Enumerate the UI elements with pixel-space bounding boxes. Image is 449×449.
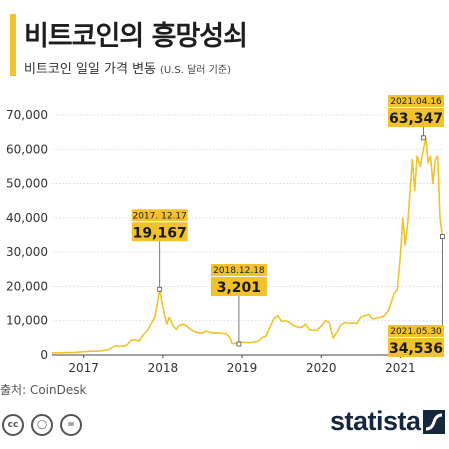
annotation-date-box (210, 264, 267, 277)
source-note: 출처: CoinDesk (0, 383, 87, 397)
annotation-marker (157, 286, 163, 292)
y-tick-label: 20,000 (6, 279, 48, 293)
annotation-value-box (131, 222, 188, 242)
annotation-value: 63,347 (389, 111, 443, 127)
annotation-marker (236, 341, 242, 347)
annotation-marker (440, 234, 445, 239)
annotation-value: 3,201 (217, 280, 261, 296)
annotation-value-box (388, 108, 444, 127)
x-tick-label: 2017 (68, 361, 99, 375)
annotation-date: 2017. 12.17 (132, 211, 186, 221)
no-derivatives-icon[interactable]: = (60, 414, 82, 436)
statista-logo-mark-icon (423, 410, 445, 434)
price-series-line (51, 137, 444, 354)
y-tick-label: 10,000 (6, 314, 48, 328)
y-tick-label: 70,000 (6, 108, 48, 122)
subtitle-unit: (U.S. 달러 기준) (160, 65, 231, 76)
annotation-marker (421, 135, 426, 141)
annotation-date: 2021.04.16 (390, 97, 442, 107)
x-tick-label: 2018 (148, 361, 179, 375)
statista-logo[interactable]: statista (330, 406, 421, 436)
annotation-value: 19,167 (133, 225, 187, 241)
y-tick-label: 0 (40, 348, 48, 362)
annotation-date-box (388, 95, 444, 107)
annotation-value-box (210, 277, 267, 297)
annotation-date: 2021.05.30 (390, 327, 442, 337)
chart-subtitle: 비트코인 일일 가격 변동 (U.S. 달러 기준) (24, 58, 231, 77)
attribution-icon[interactable]: ◯ (31, 414, 53, 436)
title-accent-bar (10, 14, 16, 76)
annotation-value-box (388, 338, 444, 357)
annotation-date-box (131, 209, 188, 222)
y-tick-label: 60,000 (6, 142, 48, 156)
y-tick-label: 40,000 (6, 211, 48, 225)
cc-icon[interactable]: cc (2, 414, 24, 436)
chart-title: 비트코인의 흥망성쇠 (24, 21, 248, 52)
y-tick-label: 30,000 (6, 245, 48, 259)
subtitle-text: 비트코인 일일 가격 변동 (24, 62, 156, 77)
annotation-date: 2018.12.18 (213, 266, 265, 276)
x-tick-label: 2019 (227, 361, 258, 375)
annotation-value: 34,536 (389, 341, 443, 357)
y-tick-label: 50,000 (6, 177, 48, 191)
x-tick-label: 2021 (385, 361, 416, 375)
x-tick-label: 2020 (306, 361, 337, 375)
annotation-date-box (388, 325, 444, 337)
